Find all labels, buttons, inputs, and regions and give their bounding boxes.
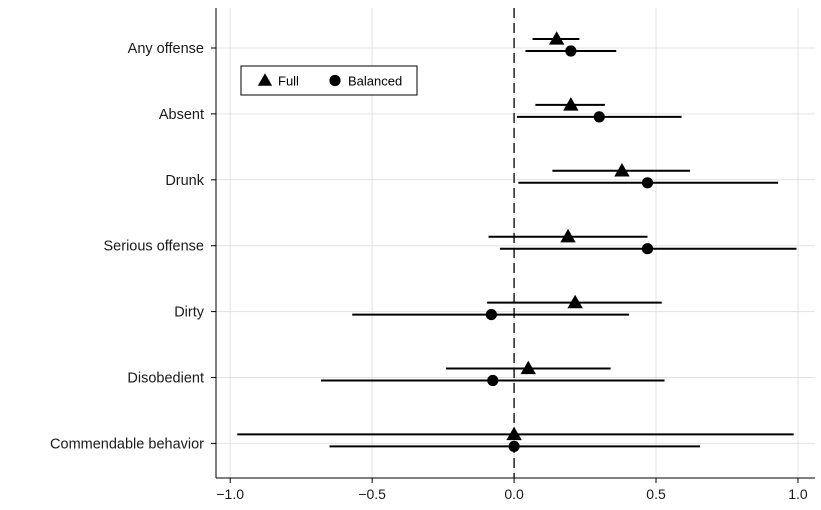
x-tick-label: 0.0	[504, 486, 524, 502]
legend: Full Balanced	[240, 65, 418, 96]
point-circle-5	[487, 374, 499, 387]
legend-triangle-icon	[257, 73, 273, 86]
plot-marks	[237, 8, 797, 478]
category-label: Dirty	[174, 305, 205, 321]
category-label: Drunk	[165, 173, 204, 189]
legend-label: Full	[278, 74, 299, 89]
x-tick-label: 0.5	[646, 486, 666, 502]
legend-box	[240, 65, 418, 96]
category-label: Commendable behavior	[50, 436, 204, 452]
point-circle-0	[565, 45, 577, 57]
point-triangle-5	[520, 360, 536, 375]
point-circle-4	[485, 309, 497, 321]
point-circle-2	[641, 177, 654, 189]
point-triangle-0	[548, 31, 565, 45]
point-circle-3	[641, 243, 654, 255]
x-tick-label: −1.0	[216, 486, 244, 502]
legend-circle-icon	[329, 74, 341, 87]
category-label: Absent	[159, 107, 204, 123]
point-circle-1	[593, 111, 605, 123]
x-tick-label: 1.0	[788, 486, 808, 502]
point-triangle-2	[614, 162, 630, 177]
category-label: Disobedient	[127, 371, 204, 387]
point-triangle-1	[563, 97, 579, 111]
x-tick-label: −0.5	[358, 486, 386, 502]
category-label: Any offense	[128, 41, 204, 57]
legend-label: Balanced	[348, 74, 402, 89]
point-circle-6	[508, 440, 520, 452]
axes: −1.0 −0.5 0.0 0.5 1.0 Any offense Absent Drunk S…	[50, 8, 815, 502]
category-label: Serious offense	[104, 239, 205, 255]
point-triangle-3	[560, 228, 576, 243]
point-triangle-6	[506, 426, 522, 441]
point-triangle-4	[567, 294, 583, 309]
